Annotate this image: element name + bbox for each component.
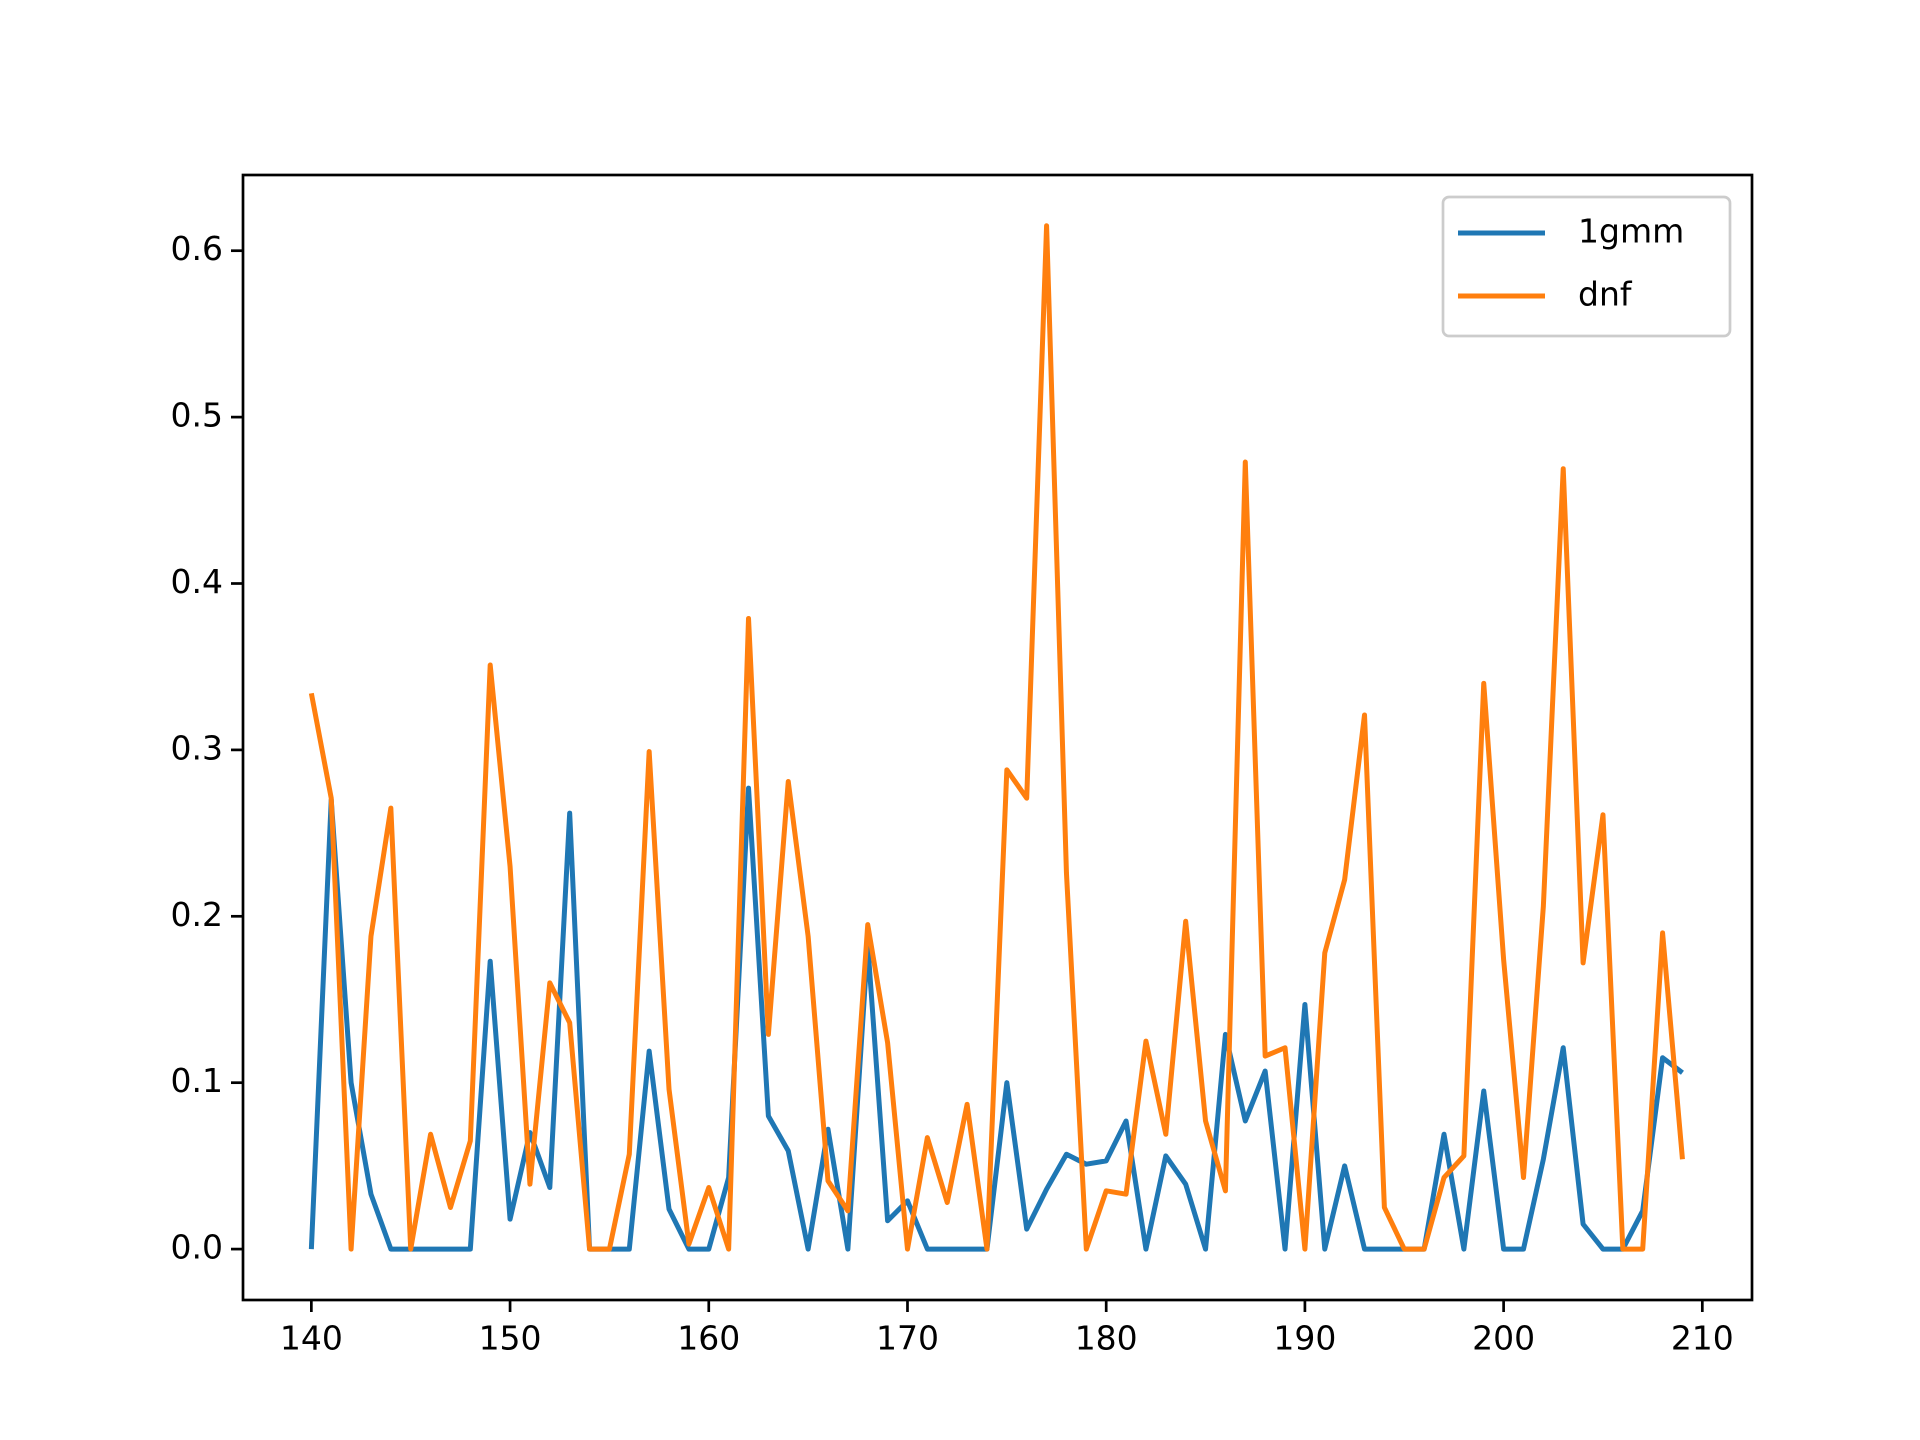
plot-frame xyxy=(241,173,1754,1302)
y-tick-label: 0.5 xyxy=(171,396,223,435)
x-tick-label: 160 xyxy=(677,1319,740,1358)
y-tick-label: 0.0 xyxy=(171,1228,223,1267)
legend-label: dnf xyxy=(1578,275,1633,314)
line-series xyxy=(308,223,1685,1252)
y-tick-label: 0.3 xyxy=(171,728,223,767)
x-tick-label: 170 xyxy=(876,1319,939,1358)
y-tick-label: 0.6 xyxy=(171,229,223,268)
line-series xyxy=(308,785,1684,1252)
legend-label: 1gmm xyxy=(1578,212,1684,251)
x-tick-label: 180 xyxy=(1075,1319,1138,1358)
x-tick-label: 140 xyxy=(280,1319,343,1358)
x-tick-label: 190 xyxy=(1273,1319,1336,1358)
y-tick-label: 0.1 xyxy=(171,1061,223,1100)
x-tick-label: 200 xyxy=(1472,1319,1535,1358)
x-tick-label: 210 xyxy=(1671,1319,1734,1358)
y-tick-label: 0.4 xyxy=(171,562,223,601)
y-tick-label: 0.2 xyxy=(171,895,223,934)
x-tick-label: 150 xyxy=(479,1319,542,1358)
